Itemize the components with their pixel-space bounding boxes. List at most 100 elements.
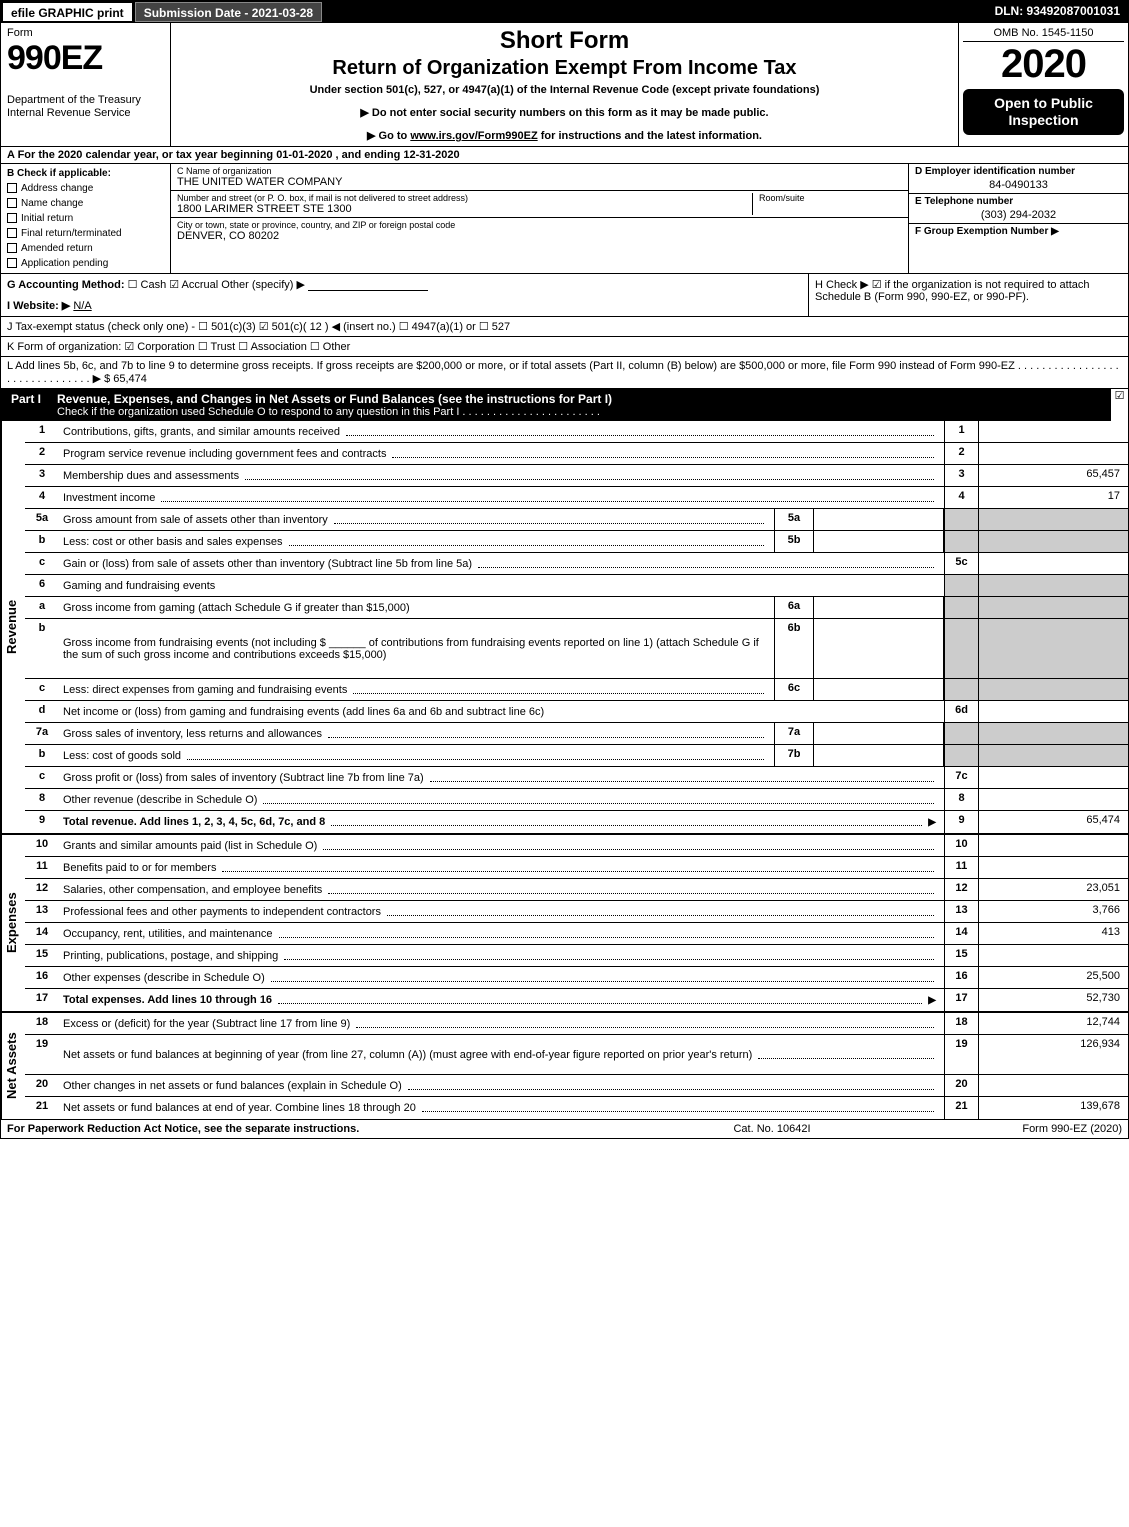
ln7b-desc: Less: cost of goods sold xyxy=(59,745,774,766)
line-5b: b Less: cost or other basis and sales ex… xyxy=(25,531,1128,553)
line-6c: c Less: direct expenses from gaming and … xyxy=(25,679,1128,701)
section-def: D Employer identification number 84-0490… xyxy=(908,164,1128,273)
ln4-desc: Investment income xyxy=(59,487,944,508)
section-k: K Form of organization: ☑ Corporation ☐ … xyxy=(1,337,1128,357)
ln6-rval-grey xyxy=(978,575,1128,596)
line-16: 16 Other expenses (describe in Schedule … xyxy=(25,967,1128,989)
ln21-num: 21 xyxy=(25,1097,59,1119)
other-specify-input[interactable] xyxy=(308,279,428,291)
section-i: I Website: ▶ N/A xyxy=(7,299,802,312)
org-city-value: DENVER, CO 80202 xyxy=(177,230,902,242)
ln19-val: 126,934 xyxy=(978,1035,1128,1074)
org-name-value: THE UNITED WATER COMPANY xyxy=(177,176,902,188)
ln3-num: 3 xyxy=(25,465,59,486)
line-18: 18 Excess or (deficit) for the year (Sub… xyxy=(25,1013,1128,1035)
ln6-rnum-grey xyxy=(944,575,978,596)
line-20: 20 Other changes in net assets or fund b… xyxy=(25,1075,1128,1097)
ck-name-change[interactable]: Name change xyxy=(7,196,164,211)
ln18-rnum: 18 xyxy=(944,1013,978,1034)
ln5b-rnum-grey xyxy=(944,531,978,552)
line-15: 15 Printing, publications, postage, and … xyxy=(25,945,1128,967)
part1-check[interactable]: ☑ xyxy=(1110,389,1128,421)
ln4-rnum: 4 xyxy=(944,487,978,508)
ln17-desc: Total expenses. Add lines 10 through 16 xyxy=(59,989,944,1011)
ln16-text: Other expenses (describe in Schedule O) xyxy=(63,972,265,984)
ln6c-desc: Less: direct expenses from gaming and fu… xyxy=(59,679,774,700)
website-label: I Website: ▶ xyxy=(7,300,70,312)
ln6-num: 6 xyxy=(25,575,59,596)
ln7a-text: Gross sales of inventory, less returns a… xyxy=(63,728,322,740)
ln16-num: 16 xyxy=(25,967,59,988)
tax-year: 2020 xyxy=(963,42,1124,87)
line-14: 14 Occupancy, rent, utilities, and maint… xyxy=(25,923,1128,945)
ln3-desc: Membership dues and assessments xyxy=(59,465,944,486)
ck-amended-return[interactable]: Amended return xyxy=(7,241,164,256)
revenue-side-label: Revenue xyxy=(1,421,25,833)
ln5a-rnum-grey xyxy=(944,509,978,530)
efile-print-button[interactable]: efile GRAPHIC print xyxy=(2,2,133,22)
section-f: F Group Exemption Number ▶ xyxy=(909,224,1128,273)
ln11-val xyxy=(978,857,1128,878)
ln11-rnum: 11 xyxy=(944,857,978,878)
arrow-icon xyxy=(928,994,940,1006)
line-2: 2 Program service revenue including gove… xyxy=(25,443,1128,465)
org-city-label: City or town, state or province, country… xyxy=(177,220,902,230)
ln12-num: 12 xyxy=(25,879,59,900)
phone-value: (303) 294-2032 xyxy=(915,209,1122,221)
section-b-heading: B Check if applicable: xyxy=(7,166,164,181)
netassets-section: Net Assets 18 Excess or (deficit) for th… xyxy=(1,1013,1128,1120)
ln6a-subnum: 6a xyxy=(774,597,814,618)
org-city-row: City or town, state or province, country… xyxy=(171,218,908,244)
revenue-lines: 1 Contributions, gifts, grants, and simi… xyxy=(25,421,1128,833)
ck-address-change[interactable]: Address change xyxy=(7,181,164,196)
org-addr-label: Number and street (or P. O. box, if mail… xyxy=(177,193,752,203)
ln12-text: Salaries, other compensation, and employ… xyxy=(63,884,322,896)
line-11: 11 Benefits paid to or for members 11 xyxy=(25,857,1128,879)
revenue-section: Revenue 1 Contributions, gifts, grants, … xyxy=(1,421,1128,835)
ln5a-desc: Gross amount from sale of assets other t… xyxy=(59,509,774,530)
ln9-num: 9 xyxy=(25,811,59,833)
irs-link[interactable]: www.irs.gov/Form990EZ xyxy=(410,130,537,142)
ln9-text: Total revenue. Add lines 1, 2, 3, 4, 5c,… xyxy=(63,816,325,828)
ln12-desc: Salaries, other compensation, and employ… xyxy=(59,879,944,900)
ln20-rnum: 20 xyxy=(944,1075,978,1096)
org-addr-row: Number and street (or P. O. box, if mail… xyxy=(171,191,908,218)
ln5b-num: b xyxy=(25,531,59,552)
ln7c-num: c xyxy=(25,767,59,788)
lbl-final-return: Final return/terminated xyxy=(21,228,122,239)
ln7a-num: 7a xyxy=(25,723,59,744)
ln21-desc: Net assets or fund balances at end of ye… xyxy=(59,1097,944,1119)
line-1: 1 Contributions, gifts, grants, and simi… xyxy=(25,421,1128,443)
ln6b-text: Gross income from fundraising events (no… xyxy=(63,637,770,661)
ln10-num: 10 xyxy=(25,835,59,856)
ln6b-desc: Gross income from fundraising events (no… xyxy=(59,619,774,678)
lbl-application-pending: Application pending xyxy=(21,258,108,269)
ln14-rnum: 14 xyxy=(944,923,978,944)
line-3: 3 Membership dues and assessments 3 65,4… xyxy=(25,465,1128,487)
ck-initial-return[interactable]: Initial return xyxy=(7,211,164,226)
section-gh: G Accounting Method: ☐ Cash ☑ Accrual Ot… xyxy=(1,274,1128,317)
ck-application-pending[interactable]: Application pending xyxy=(7,256,164,271)
ln7b-subnum: 7b xyxy=(774,745,814,766)
ln6a-num: a xyxy=(25,597,59,618)
ln9-val: 65,474 xyxy=(978,811,1128,833)
ln20-desc: Other changes in net assets or fund bala… xyxy=(59,1075,944,1096)
ln5b-desc: Less: cost or other basis and sales expe… xyxy=(59,531,774,552)
ln5c-num: c xyxy=(25,553,59,574)
submission-date-button[interactable]: Submission Date - 2021-03-28 xyxy=(135,2,322,22)
ln7b-num: b xyxy=(25,745,59,766)
ln13-val: 3,766 xyxy=(978,901,1128,922)
ln5c-val xyxy=(978,553,1128,574)
group-exemption-label: F Group Exemption Number ▶ xyxy=(915,226,1122,237)
line-7b: b Less: cost of goods sold 7b xyxy=(25,745,1128,767)
ln6c-text: Less: direct expenses from gaming and fu… xyxy=(63,684,347,696)
ln4-num: 4 xyxy=(25,487,59,508)
ck-final-return[interactable]: Final return/terminated xyxy=(7,226,164,241)
note-link-row: ▶ Go to www.irs.gov/Form990EZ for instru… xyxy=(181,129,948,142)
ln16-rnum: 16 xyxy=(944,967,978,988)
ln6d-desc: Net income or (loss) from gaming and fun… xyxy=(59,701,944,722)
ln2-num: 2 xyxy=(25,443,59,464)
header-left: Form 990EZ Department of the Treasury In… xyxy=(1,23,171,146)
ln14-num: 14 xyxy=(25,923,59,944)
title-shortform: Short Form xyxy=(181,27,948,55)
